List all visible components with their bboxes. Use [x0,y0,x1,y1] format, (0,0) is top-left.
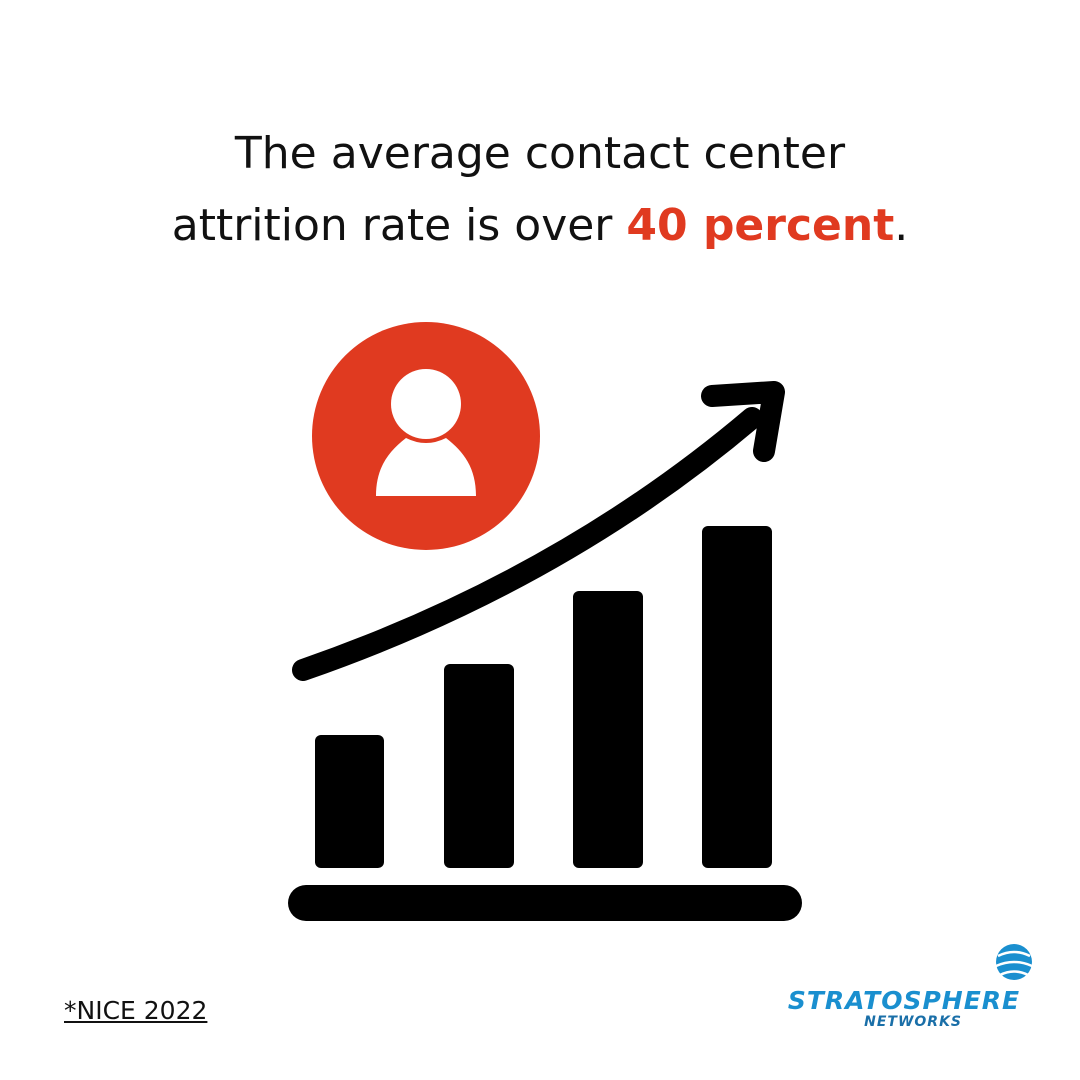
bar-icon [315,735,384,868]
headline-highlight: 40 percent [626,200,895,251]
bar-icon [702,526,772,868]
headline-line: attrition rate is over [171,200,627,251]
logo-globe [995,944,1033,980]
trend-arrow [292,407,763,681]
arrow-head [701,381,785,462]
person-body [376,438,476,496]
bar-icon [444,664,514,868]
bar-icon [573,591,643,868]
headline-end: . [894,200,909,251]
logo-subtitle: NETWORKS [864,1014,962,1030]
person-head [391,369,461,439]
source-note: *NICE 2022 [64,996,208,1025]
logo-name: STRATOSPHERE [787,986,1021,1015]
headline-line: The average contact center [234,128,846,179]
headline: The average contact center attrition rat… [0,118,1080,262]
